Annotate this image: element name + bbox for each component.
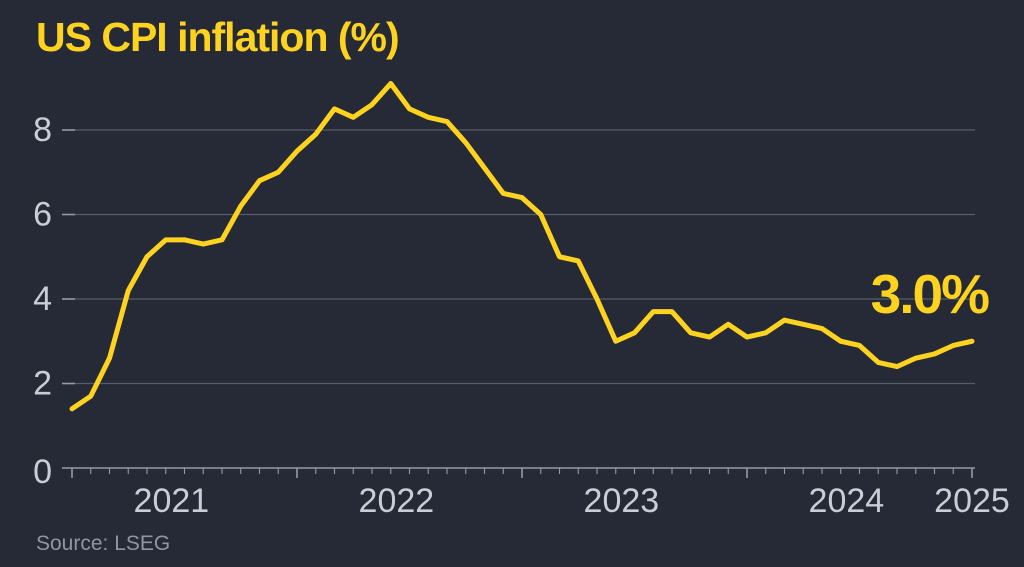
x-year-label: 2023 (584, 482, 660, 520)
x-year-label: 2021 (134, 482, 210, 520)
source-credit: Source: LSEG (36, 532, 171, 555)
y-tick-label: 2 (33, 365, 52, 403)
y-tick-label: 6 (33, 196, 52, 234)
x-year-label: 2022 (359, 482, 435, 520)
y-tick-label: 0 (33, 453, 52, 491)
x-year-label: 2025 (934, 482, 1010, 520)
cpi-line (69, 81, 975, 412)
y-tick-label: 8 (33, 111, 52, 149)
y-tick-label: 4 (33, 280, 52, 318)
latest-value-label: 3.0% (870, 263, 990, 325)
x-year-label: 2024 (809, 482, 885, 520)
chart-title: US CPI inflation (%) (36, 14, 400, 60)
